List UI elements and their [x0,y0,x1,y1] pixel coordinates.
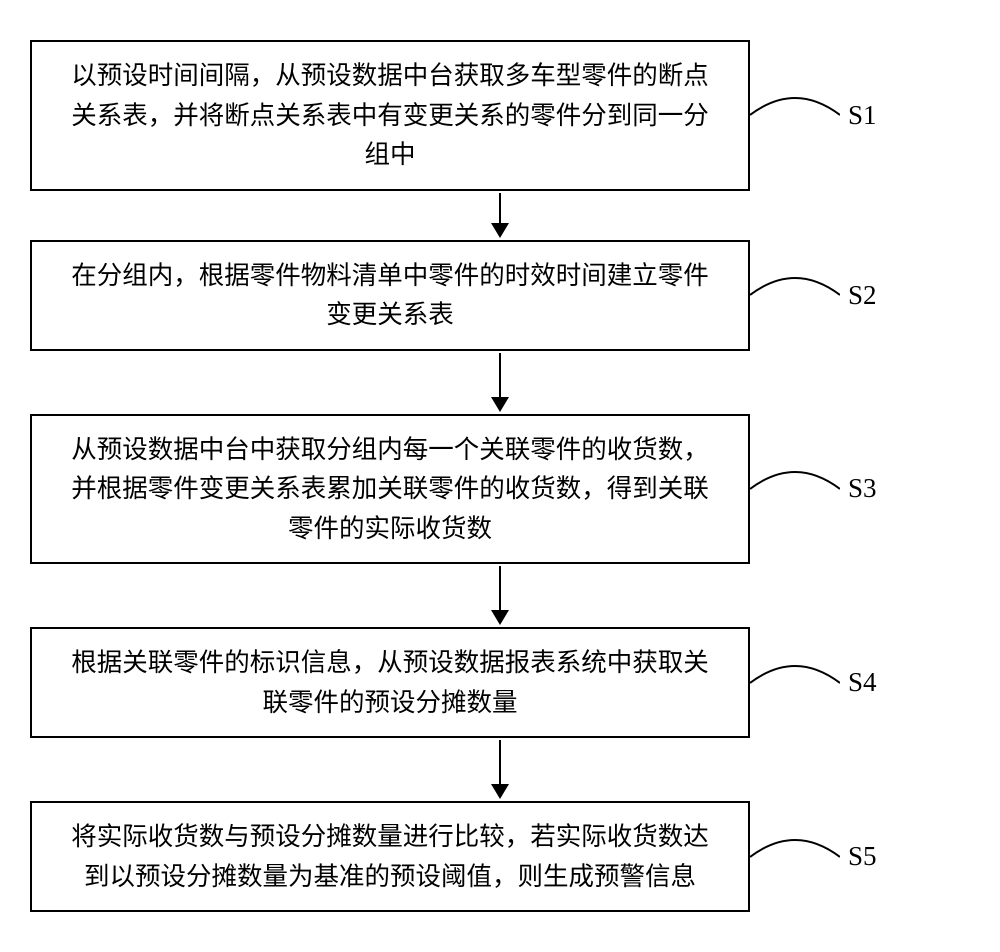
step-box-1: 以预设时间间隔，从预设数据中台获取多车型零件的断点 关系表，并将断点关系表中有变… [30,40,750,191]
step-row-2: 在分组内，根据零件物料清单中零件的时效时间建立零件 变更关系表 S2 [30,240,970,351]
step-label-2: S2 [848,280,877,311]
label-connector: S5 [750,829,970,885]
step-box-4: 根据关联零件的标识信息，从预设数据报表系统中获取关 联零件的预设分摊数量 [30,627,750,738]
step-text: 变更关系表 [50,295,730,335]
label-connector: S4 [750,655,970,711]
arrow-down-icon [140,740,860,799]
arrow-down-icon [140,353,860,412]
step-text: 在分组内，根据零件物料清单中零件的时效时间建立零件 [50,256,730,296]
step-box-5: 将实际收货数与预设分摊数量进行比较，若实际收货数达 到以预设分摊数量为基准的预设… [30,801,750,912]
step-row-4: 根据关联零件的标识信息，从预设数据报表系统中获取关 联零件的预设分摊数量 S4 [30,627,970,738]
arrow-down-icon [140,566,860,625]
step-text: 到以预设分摊数量为基准的预设阈值，则生成预警信息 [50,857,730,897]
step-label-1: S1 [848,100,877,131]
step-label-3: S3 [848,473,877,504]
step-text: 组中 [50,135,730,175]
label-connector: S2 [750,267,970,323]
step-text: 以预设时间间隔，从预设数据中台获取多车型零件的断点 [50,56,730,96]
step-box-2: 在分组内，根据零件物料清单中零件的时效时间建立零件 变更关系表 [30,240,750,351]
step-text: 关系表，并将断点关系表中有变更关系的零件分到同一分 [50,96,730,136]
step-row-5: 将实际收货数与预设分摊数量进行比较，若实际收货数达 到以预设分摊数量为基准的预设… [30,801,970,912]
arrow-down-icon [140,193,860,238]
step-text: 从预设数据中台中获取分组内每一个关联零件的收货数， [50,430,730,470]
step-text: 零件的实际收货数 [50,509,730,549]
step-row-1: 以预设时间间隔，从预设数据中台获取多车型零件的断点 关系表，并将断点关系表中有变… [30,40,970,191]
step-box-3: 从预设数据中台中获取分组内每一个关联零件的收货数， 并根据零件变更关系表累加关联… [30,414,750,565]
step-text: 根据关联零件的标识信息，从预设数据报表系统中获取关 [50,643,730,683]
step-label-5: S5 [848,841,877,872]
step-text: 将实际收货数与预设分摊数量进行比较，若实际收货数达 [50,817,730,857]
step-text: 联零件的预设分摊数量 [50,683,730,723]
label-connector: S1 [750,87,970,143]
label-connector: S3 [750,461,970,517]
step-row-3: 从预设数据中台中获取分组内每一个关联零件的收货数， 并根据零件变更关系表累加关联… [30,414,970,565]
step-text: 并根据零件变更关系表累加关联零件的收货数，得到关联 [50,469,730,509]
flowchart-container: 以预设时间间隔，从预设数据中台获取多车型零件的断点 关系表，并将断点关系表中有变… [30,40,970,912]
step-label-4: S4 [848,667,877,698]
